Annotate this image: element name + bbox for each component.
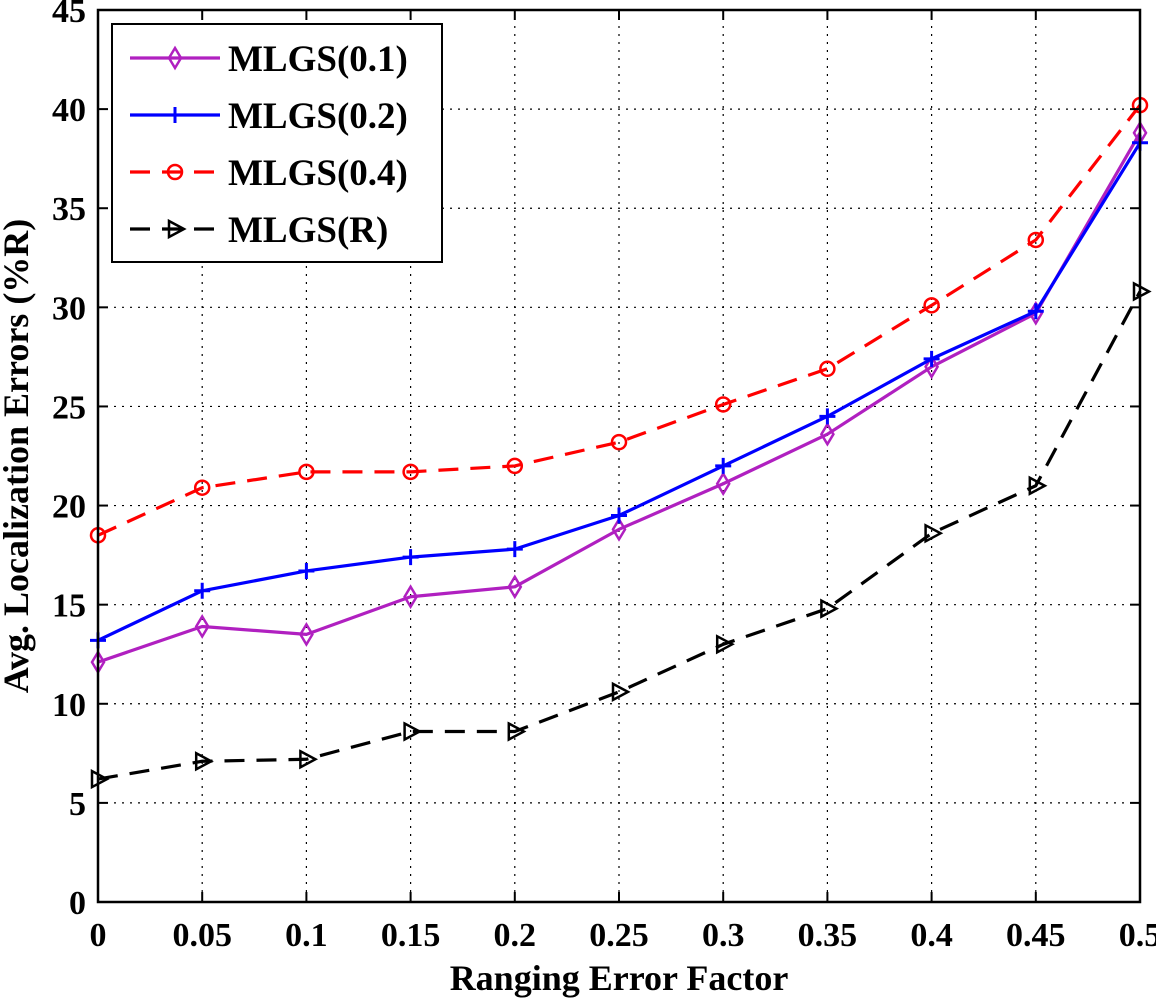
- legend-marker: [167, 45, 183, 71]
- data-point: [819, 408, 836, 425]
- data-point: [298, 621, 314, 647]
- data-point: [507, 721, 527, 742]
- y-tick-label: 20: [52, 489, 86, 526]
- x-tick-label: 0.5: [1119, 917, 1156, 954]
- y-axis-title: Avg. Localization Errors (%R): [0, 219, 36, 694]
- y-tick-label: 35: [52, 191, 86, 228]
- legend-entry: MLGS(0.2): [130, 96, 408, 137]
- y-tick-label: 40: [52, 92, 86, 129]
- x-tick-label: 0.15: [381, 917, 441, 954]
- data-point: [923, 350, 940, 367]
- data-point: [402, 549, 419, 566]
- data-point: [1027, 231, 1045, 249]
- data-point: [820, 598, 840, 619]
- series-MLGS(R): [90, 281, 1152, 790]
- data-point: [1027, 303, 1044, 320]
- data-point: [194, 582, 211, 599]
- x-tick-label: 0.3: [702, 917, 745, 954]
- legend-label: MLGS(R): [228, 210, 388, 251]
- legend-entry: MLGS(0.1): [130, 39, 408, 80]
- data-point: [924, 523, 944, 544]
- data-point: [506, 541, 523, 558]
- x-tick-label: 0: [90, 917, 107, 954]
- series-layer: [89, 96, 1152, 790]
- data-point: [90, 769, 110, 790]
- data-point: [611, 516, 627, 542]
- series-line: [97, 132, 1142, 664]
- legend-label: MLGS(0.4): [228, 153, 408, 194]
- data-point: [403, 584, 419, 610]
- legend-entry: MLGS(0.4): [130, 153, 408, 194]
- data-point: [194, 751, 214, 772]
- data-point: [298, 562, 315, 579]
- grid: [98, 10, 1140, 902]
- data-point: [715, 457, 732, 474]
- data-point: [1028, 475, 1048, 496]
- data-point: [924, 354, 940, 380]
- x-axis-title: Ranging Error Factor: [450, 958, 789, 998]
- series-MLGS(0.2): [90, 134, 1148, 649]
- data-point: [299, 749, 319, 770]
- x-tick-label: 0.25: [589, 917, 649, 954]
- x-tick-label: 0.4: [910, 917, 953, 954]
- legend: MLGS(0.1) MLGS(0.2) MLGS(0.4) MLGS(R): [111, 23, 443, 263]
- data-point: [611, 681, 631, 702]
- y-tick-label: 30: [52, 290, 86, 327]
- data-point: [298, 463, 315, 481]
- y-tick-label: 15: [52, 588, 86, 625]
- x-tick-label: 0.1: [285, 917, 328, 954]
- x-tick-label: 0.05: [172, 917, 232, 954]
- axis-ticks: [97, 9, 1141, 903]
- legend-label: MLGS(0.2): [228, 96, 408, 137]
- legend-label: MLGS(0.1): [228, 39, 408, 80]
- data-point: [714, 396, 732, 413]
- y-tick-label: 45: [52, 0, 86, 30]
- legend-marker: [167, 218, 187, 240]
- series-MLGS(0.1): [90, 120, 1148, 675]
- y-tick-label: 5: [69, 786, 86, 823]
- data-point: [194, 614, 210, 639]
- series-line: [97, 290, 1142, 781]
- data-point: [506, 457, 524, 475]
- data-point: [403, 721, 423, 742]
- legend-entry: MLGS(R): [130, 210, 388, 251]
- y-tick-label: 25: [52, 389, 86, 426]
- data-point: [923, 297, 940, 314]
- data-point: [819, 421, 835, 447]
- data-point: [193, 479, 211, 496]
- y-tick-label: 0: [69, 885, 86, 922]
- x-tick-label: 0.2: [494, 917, 537, 954]
- series-MLGS(0.4): [89, 96, 1149, 544]
- data-point: [819, 360, 836, 378]
- data-point: [1132, 281, 1152, 302]
- axis-tick-labels: 0 0.05 0.1 0.15 0.2 0.25 0.3 0.35 0.4 0.45 0.5 0 5 10…: [52, 0, 1156, 954]
- data-point: [402, 463, 419, 481]
- data-point: [611, 507, 627, 524]
- x-tick-label: 0.35: [798, 917, 858, 954]
- legend-marker: [166, 163, 184, 181]
- x-tick-label: 0.45: [1006, 917, 1066, 954]
- data-point: [715, 471, 731, 497]
- data-point: [610, 433, 628, 451]
- legend-marker: [167, 107, 183, 123]
- data-point: [715, 634, 735, 655]
- legend-box: [111, 23, 443, 263]
- data-point: [507, 574, 523, 600]
- y-tick-label: 10: [52, 687, 86, 724]
